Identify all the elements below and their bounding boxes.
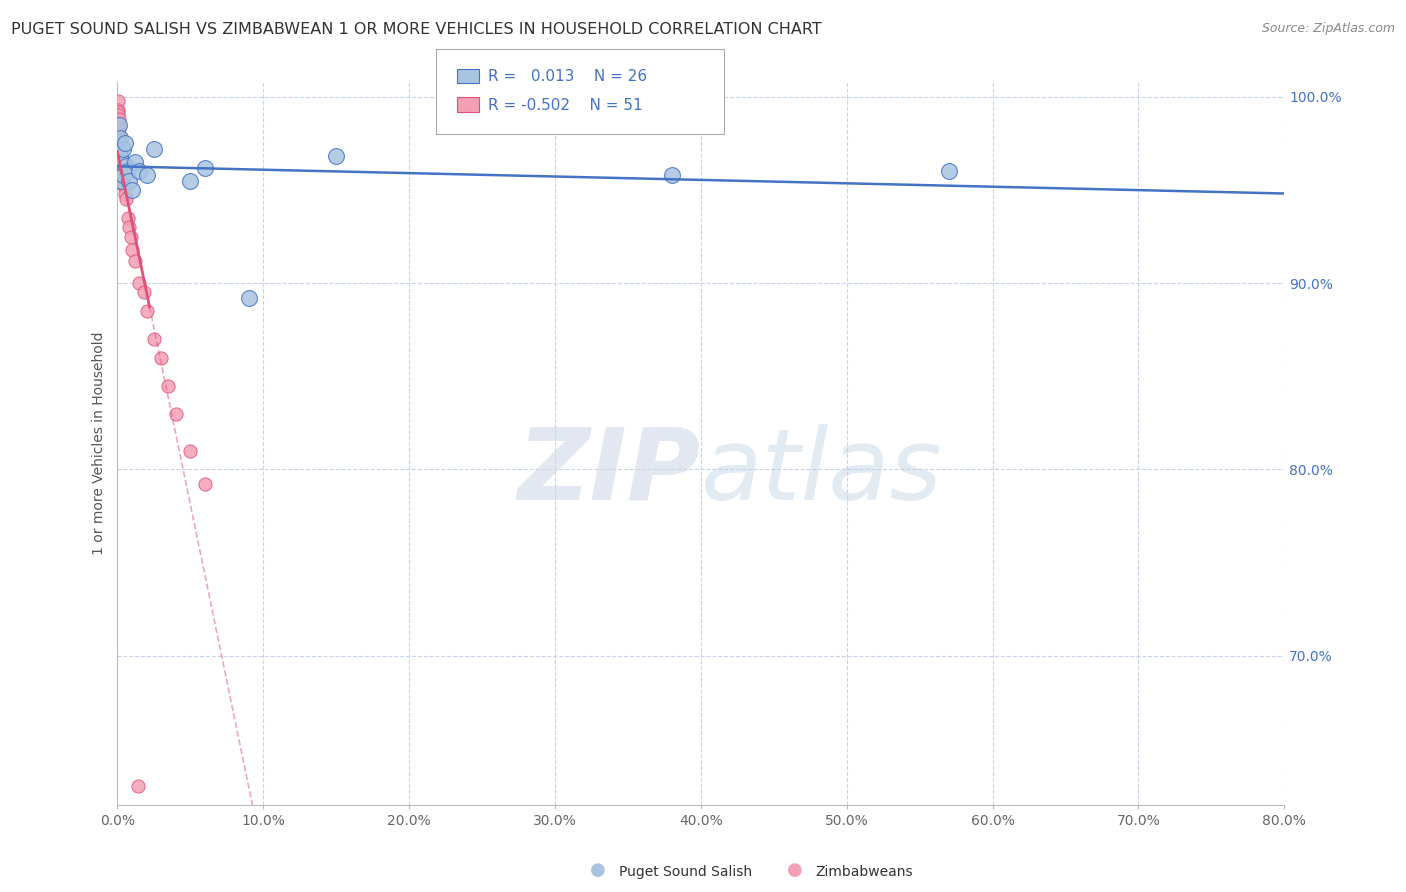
Point: [107, 155, 129, 169]
Point: [108, 127, 131, 141]
Point: [117, 164, 139, 178]
Point: [111, 161, 134, 175]
Point: [110, 164, 132, 178]
Text: Source: ZipAtlas.com: Source: ZipAtlas.com: [1261, 22, 1395, 36]
Point: [107, 118, 129, 132]
Point: [120, 229, 142, 244]
Point: [157, 378, 180, 392]
Point: [108, 142, 131, 156]
Point: [194, 477, 217, 491]
Point: [117, 211, 139, 225]
Point: [108, 130, 131, 145]
Point: [142, 142, 165, 156]
Point: [107, 121, 129, 136]
Point: [112, 168, 135, 182]
Point: [128, 164, 150, 178]
Text: PUGET SOUND SALISH VS ZIMBABWEAN 1 OR MORE VEHICLES IN HOUSEHOLD CORRELATION CHA: PUGET SOUND SALISH VS ZIMBABWEAN 1 OR MO…: [11, 22, 823, 37]
Text: R = -0.502    N = 51: R = -0.502 N = 51: [488, 98, 643, 112]
Point: [110, 174, 132, 188]
Point: [661, 168, 683, 182]
Point: [114, 186, 136, 201]
Text: ●: ●: [589, 861, 606, 879]
Point: [135, 168, 157, 182]
Point: [179, 174, 201, 188]
Point: [110, 161, 132, 175]
Point: [165, 407, 187, 421]
Point: [110, 174, 132, 188]
Point: [108, 142, 131, 156]
Point: [111, 142, 134, 156]
Point: [108, 145, 131, 160]
Point: [110, 155, 132, 169]
Point: [114, 136, 136, 151]
Text: R =   0.013    N = 26: R = 0.013 N = 26: [488, 70, 647, 84]
Point: [107, 112, 129, 127]
Point: [107, 103, 129, 117]
Point: [108, 118, 131, 132]
Point: [108, 164, 131, 178]
Point: [108, 168, 131, 182]
Text: ZIP: ZIP: [517, 424, 700, 521]
Point: [107, 114, 129, 128]
Point: [110, 149, 132, 163]
Point: [238, 291, 260, 305]
Point: [121, 183, 143, 197]
Point: [115, 159, 138, 173]
Point: [108, 149, 131, 163]
Point: [107, 136, 129, 151]
Point: [127, 779, 149, 793]
Point: [107, 112, 129, 127]
Point: [112, 168, 135, 182]
Point: [108, 164, 131, 178]
Point: [194, 161, 217, 175]
Point: [111, 174, 134, 188]
Point: [135, 304, 157, 318]
Point: [115, 192, 138, 206]
Point: [112, 179, 135, 194]
Text: ●: ●: [786, 861, 803, 879]
Point: [179, 443, 201, 458]
Point: [124, 253, 146, 268]
Point: [108, 149, 131, 163]
Text: atlas: atlas: [700, 424, 942, 521]
Point: [108, 130, 131, 145]
Y-axis label: 1 or more Vehicles in Household: 1 or more Vehicles in Household: [93, 332, 107, 555]
Point: [150, 351, 173, 365]
Point: [128, 276, 150, 290]
Point: [132, 285, 155, 300]
Point: [118, 174, 141, 188]
Point: [107, 116, 129, 130]
Point: [107, 136, 129, 151]
Point: [107, 108, 129, 122]
Point: [108, 136, 131, 151]
Text: Puget Sound Salish: Puget Sound Salish: [619, 865, 752, 880]
Point: [118, 220, 141, 235]
Point: [124, 155, 146, 169]
Point: [938, 164, 960, 178]
Point: [107, 104, 129, 119]
Point: [111, 155, 134, 169]
Point: [107, 94, 129, 108]
Point: [325, 149, 347, 163]
Point: [142, 332, 165, 346]
Point: [108, 145, 131, 160]
Point: [107, 123, 129, 137]
Point: [108, 155, 131, 169]
Point: [107, 121, 129, 136]
Point: [121, 243, 143, 257]
Text: Zimbabweans: Zimbabweans: [815, 865, 912, 880]
Point: [108, 159, 131, 173]
Point: [107, 130, 129, 145]
